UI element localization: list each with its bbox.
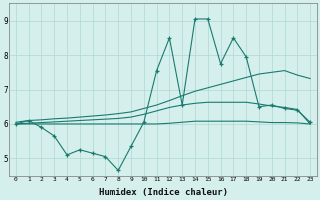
X-axis label: Humidex (Indice chaleur): Humidex (Indice chaleur) bbox=[99, 188, 228, 197]
